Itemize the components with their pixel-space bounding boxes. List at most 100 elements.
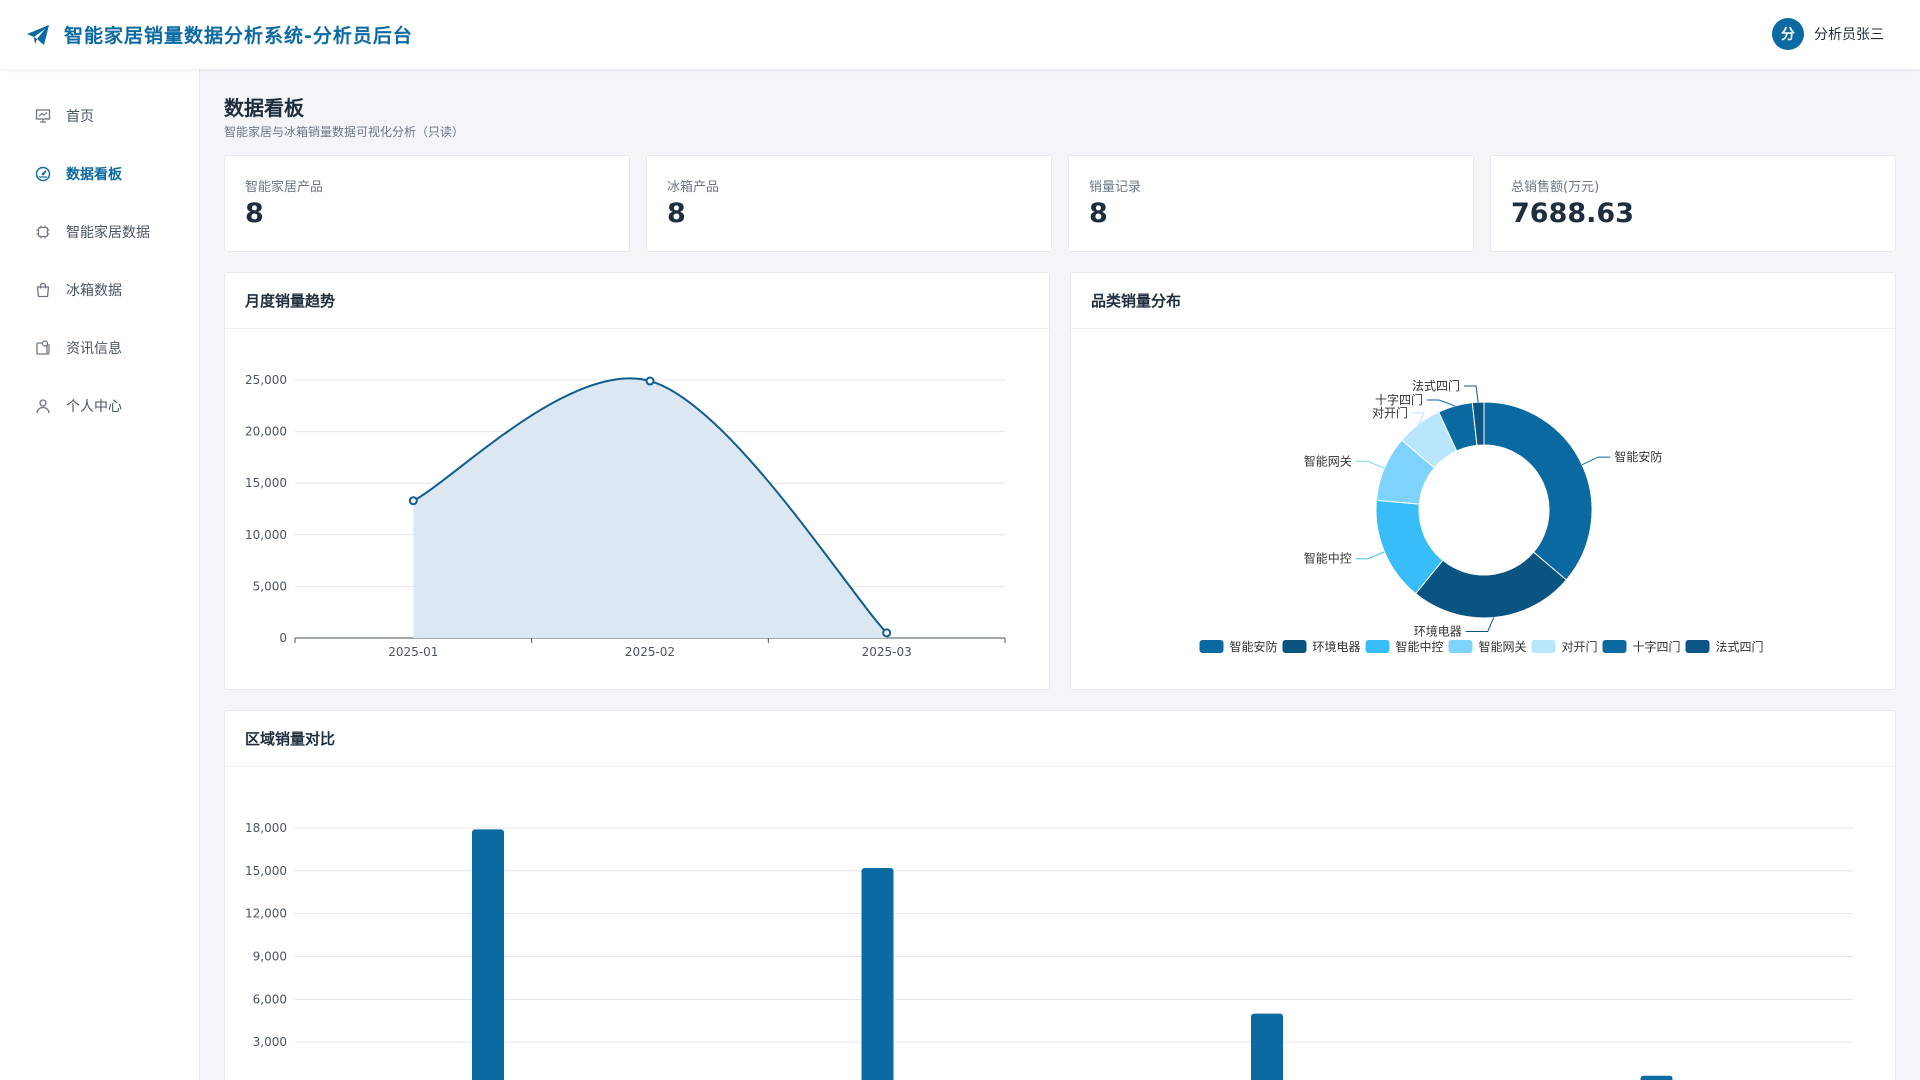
- data-point: [408, 496, 418, 506]
- legend-swatch: [1448, 640, 1473, 653]
- y-tick-label: 0: [279, 631, 287, 645]
- slice-label: 智能安防: [1614, 449, 1662, 464]
- bar: [472, 829, 504, 1080]
- panel-title: 品类销量分布: [1071, 273, 1895, 329]
- legend-label: 智能网关: [1479, 639, 1527, 654]
- slice-label: 对开门: [1372, 405, 1408, 420]
- category-chart-panel: 品类销量分布 智能安防 环境电器 智能中控 智能网关 对开门 十字四门 法式四门 智能安防 环境…: [1070, 272, 1896, 690]
- pie-slice: [1483, 401, 1593, 581]
- x-tick-label: 2025-01: [388, 645, 438, 659]
- trend-chart-svg: 0 5,000 10,000 15,000 20,000 25,000 2025-01 202…: [245, 373, 1006, 659]
- label-leader: [1581, 456, 1611, 466]
- sidebar: 首页 数据看板 智能家居数据 冰箱数据 资讯信息 个人中心: [0, 69, 200, 1080]
- panel-title: 区域销量对比: [225, 711, 1895, 767]
- sidebar-item-fridge-data[interactable]: 冰箱数据: [0, 268, 200, 312]
- legend-swatch: [1365, 640, 1390, 653]
- slice-label: 智能网关: [1304, 453, 1352, 468]
- legend-label: 环境电器: [1313, 639, 1361, 654]
- legend-swatch: [1531, 640, 1556, 653]
- bar: [1251, 1013, 1283, 1080]
- sidebar-item-news[interactable]: 资讯信息: [0, 326, 200, 370]
- label-leader: [1464, 385, 1479, 403]
- sidebar-item-profile[interactable]: 个人中心: [0, 384, 200, 428]
- legend-label: 智能中控: [1396, 639, 1444, 654]
- stat-value: 8: [1089, 198, 1108, 229]
- dashboard-icon: [34, 165, 52, 183]
- x-tick-label: 2025-02: [625, 645, 675, 659]
- category-chart-svg: 智能安防环境电器智能中控智能网关对开门十字四门法式四门智能安防 环境电器 智能中控智…: [1199, 378, 1764, 654]
- sidebar-item-home[interactable]: 首页: [0, 94, 200, 138]
- sidebar-item-label: 首页: [66, 109, 94, 125]
- sidebar-item-label: 资讯信息: [66, 341, 122, 357]
- stat-label: 总销售额(万元): [1511, 180, 1600, 195]
- y-tick-label: 20,000: [245, 425, 287, 439]
- sidebar-item-smarthome-data[interactable]: 智能家居数据: [0, 210, 200, 254]
- stat-label: 销量记录: [1089, 180, 1142, 195]
- label-leader: [1355, 460, 1385, 469]
- label-leader: [1412, 412, 1425, 425]
- stat-card-sales-records: 销量记录 8: [1068, 155, 1474, 252]
- y-tick-label: 9,000: [253, 950, 287, 964]
- region-chart-svg: 0 3,000 6,000 9,000 12,000 15,000 18,000: [245, 821, 1853, 1080]
- legend-label: 智能安防: [1230, 639, 1278, 654]
- stat-card-fridge: 冰箱产品 8: [646, 155, 1052, 252]
- page-subtitle: 智能家居与冰箱销量数据可视化分析（只读）: [224, 125, 465, 139]
- stat-label: 冰箱产品: [667, 180, 720, 195]
- top-header: 智能家居销量数据分析系统-分析员后台 分 分析员张三: [0, 0, 1920, 69]
- y-tick-label: 25,000: [245, 373, 287, 387]
- trend-chart-panel: 月度销量趋势 0 5,000 10,000 15,000 20,000 25,000 202…: [224, 272, 1050, 690]
- stat-value: 7688.63: [1511, 198, 1634, 229]
- bar: [1640, 1075, 1673, 1080]
- legend-label: 对开门: [1562, 639, 1598, 654]
- page-title: 数据看板: [224, 96, 304, 120]
- app-title: 智能家居销量数据分析系统-分析员后台: [64, 25, 413, 47]
- panel-title: 月度销量趋势: [225, 273, 1049, 329]
- sidebar-item-label: 个人中心: [66, 399, 122, 415]
- presentation-icon: [34, 107, 52, 125]
- legend-swatch: [1199, 640, 1224, 653]
- legend-label: 十字四门: [1633, 639, 1681, 654]
- x-tick-label: 2025-03: [862, 645, 912, 659]
- slice-label: 法式四门: [1412, 378, 1460, 393]
- label-leader: [1427, 399, 1456, 407]
- y-tick-label: 5,000: [253, 579, 287, 593]
- y-tick-label: 0: [279, 1078, 287, 1080]
- y-tick-label: 15,000: [245, 864, 287, 878]
- avatar[interactable]: 分: [1772, 18, 1804, 50]
- trend-chart: 0 5,000 10,000 15,000 20,000 25,000 2025-01 202…: [225, 330, 1049, 689]
- stat-label: 智能家居产品: [245, 180, 324, 195]
- series-area: [413, 378, 887, 638]
- user-menu[interactable]: 分 分析员张三: [1772, 18, 1884, 50]
- y-tick-label: 6,000: [253, 992, 287, 1006]
- slice-label: 十字四门: [1375, 392, 1423, 407]
- sidebar-item-label: 冰箱数据: [66, 283, 122, 299]
- y-tick-label: 18,000: [245, 821, 287, 835]
- y-tick-label: 12,000: [245, 907, 287, 921]
- region-chart-panel: 区域销量对比 0 3,000 6,000 9,000 12,000 15,000 18,00…: [224, 710, 1896, 1080]
- region-chart: 0 3,000 6,000 9,000 12,000 15,000 18,000: [225, 768, 1895, 1080]
- sidebar-item-label: 数据看板: [66, 167, 122, 183]
- bar: [861, 867, 894, 1080]
- shopping-bag-icon: [34, 281, 52, 299]
- stat-value: 8: [245, 198, 264, 229]
- y-tick-label: 15,000: [245, 476, 287, 490]
- stat-card-total-revenue: 总销售额(万元) 7688.63: [1490, 155, 1896, 252]
- category-chart: 智能安防 环境电器 智能中控 智能网关 对开门 十字四门 法式四门 智能安防 环境电器 智能中控智…: [1071, 330, 1895, 689]
- sidebar-item-label: 智能家居数据: [66, 225, 150, 241]
- sidebar-item-dashboard[interactable]: 数据看板: [0, 152, 200, 196]
- legend-swatch: [1602, 640, 1627, 653]
- user-name[interactable]: 分析员张三: [1814, 27, 1884, 43]
- y-tick-label: 10,000: [245, 528, 287, 542]
- stat-value: 8: [667, 198, 686, 229]
- paper-plane-icon: [24, 21, 52, 49]
- news-icon: [34, 339, 52, 357]
- stat-card-smarthome: 智能家居产品 8: [224, 155, 630, 252]
- label-leader: [1355, 551, 1385, 560]
- data-point: [645, 376, 655, 386]
- chip-icon: [34, 223, 52, 241]
- slice-label: 智能中控: [1304, 551, 1352, 566]
- label-leader: [1465, 617, 1495, 633]
- slice-label: 环境电器: [1414, 624, 1462, 639]
- user-icon: [34, 397, 52, 415]
- data-point: [882, 628, 892, 638]
